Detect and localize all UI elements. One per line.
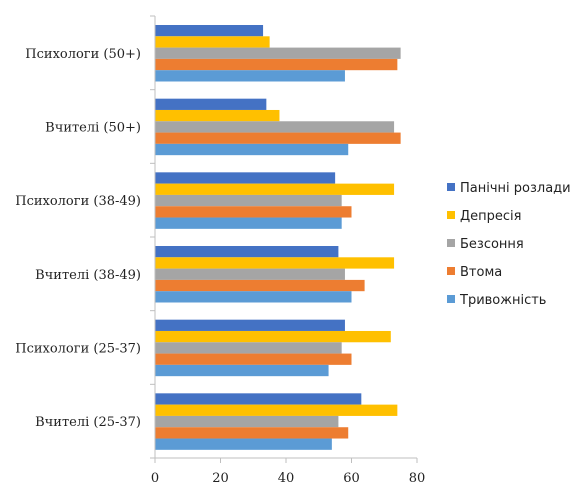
- bar-4-series-3: [155, 268, 345, 280]
- x-tick-label: 40: [278, 471, 295, 486]
- legend-swatch-4: [447, 267, 455, 275]
- bar-2-series-2: [155, 109, 280, 122]
- category-labels: Психологи (50+) Вчителі (50+) Психологи (3…: [15, 47, 141, 430]
- bar-5-series-3: [155, 342, 342, 354]
- legend-swatch-1: [447, 183, 455, 191]
- legend-swatch-3: [447, 239, 455, 247]
- legend-label-2: Депресія: [460, 209, 521, 224]
- bar-5-series-1: [155, 319, 345, 331]
- x-tick-label: 60: [343, 471, 360, 486]
- bar-2-series-1: [155, 98, 267, 110]
- bar-1-series-2: [155, 36, 270, 48]
- bar-6-series-2: [155, 404, 398, 416]
- legend-swatch-5: [447, 295, 455, 303]
- bar-5-series-4: [155, 353, 352, 365]
- bar-1-series-4: [155, 58, 398, 71]
- bar-5-series-5: [155, 364, 329, 377]
- bar-4-series-2: [155, 257, 395, 269]
- bar-2-series-4: [155, 132, 401, 144]
- category-label: Психологи (38-49): [15, 194, 141, 209]
- x-tick-label: 20: [212, 471, 229, 486]
- category-label: Вчителі (25-37): [35, 415, 141, 430]
- bar-3-series-4: [155, 206, 352, 218]
- legend: Панічні розлади Депресія Безсоння Втома Трив…: [447, 181, 571, 308]
- x-tick-label: 0: [151, 471, 159, 486]
- bar-1-series-5: [155, 70, 345, 82]
- category-label: Психологи (50+): [25, 47, 141, 62]
- legend-label-3: Безсоння: [460, 237, 524, 252]
- legend-label-5: Тривожність: [459, 293, 546, 308]
- legend-label-4: Втома: [460, 265, 502, 280]
- bar-3-series-1: [155, 172, 336, 184]
- bar-6-series-1: [155, 393, 362, 405]
- category-label: Психологи (25-37): [15, 342, 141, 357]
- legend-label-1: Панічні розлади: [460, 181, 571, 196]
- bars-layer: [155, 25, 401, 450]
- bar-2-series-5: [155, 143, 349, 156]
- legend-swatch-2: [447, 211, 455, 219]
- bar-3-series-2: [155, 183, 395, 195]
- bar-1-series-3: [155, 47, 401, 59]
- category-label: Вчителі (50+): [45, 121, 141, 136]
- bar-6-series-5: [155, 438, 332, 450]
- bar-3-series-3: [155, 194, 342, 207]
- bar-4-series-1: [155, 246, 339, 258]
- x-tick-label: 80: [409, 471, 426, 486]
- bar-4-series-4: [155, 279, 365, 292]
- bar-1-series-1: [155, 25, 264, 37]
- bar-2-series-3: [155, 121, 395, 133]
- bar-3-series-5: [155, 217, 342, 229]
- bar-5-series-2: [155, 330, 391, 343]
- tick-labels: 0 20 40 60 80: [151, 471, 425, 486]
- bar-6-series-3: [155, 415, 339, 428]
- axes-layer: [150, 15, 418, 463]
- bar-6-series-4: [155, 427, 349, 439]
- bar-4-series-5: [155, 291, 352, 303]
- category-label: Вчителі (38-49): [35, 268, 141, 283]
